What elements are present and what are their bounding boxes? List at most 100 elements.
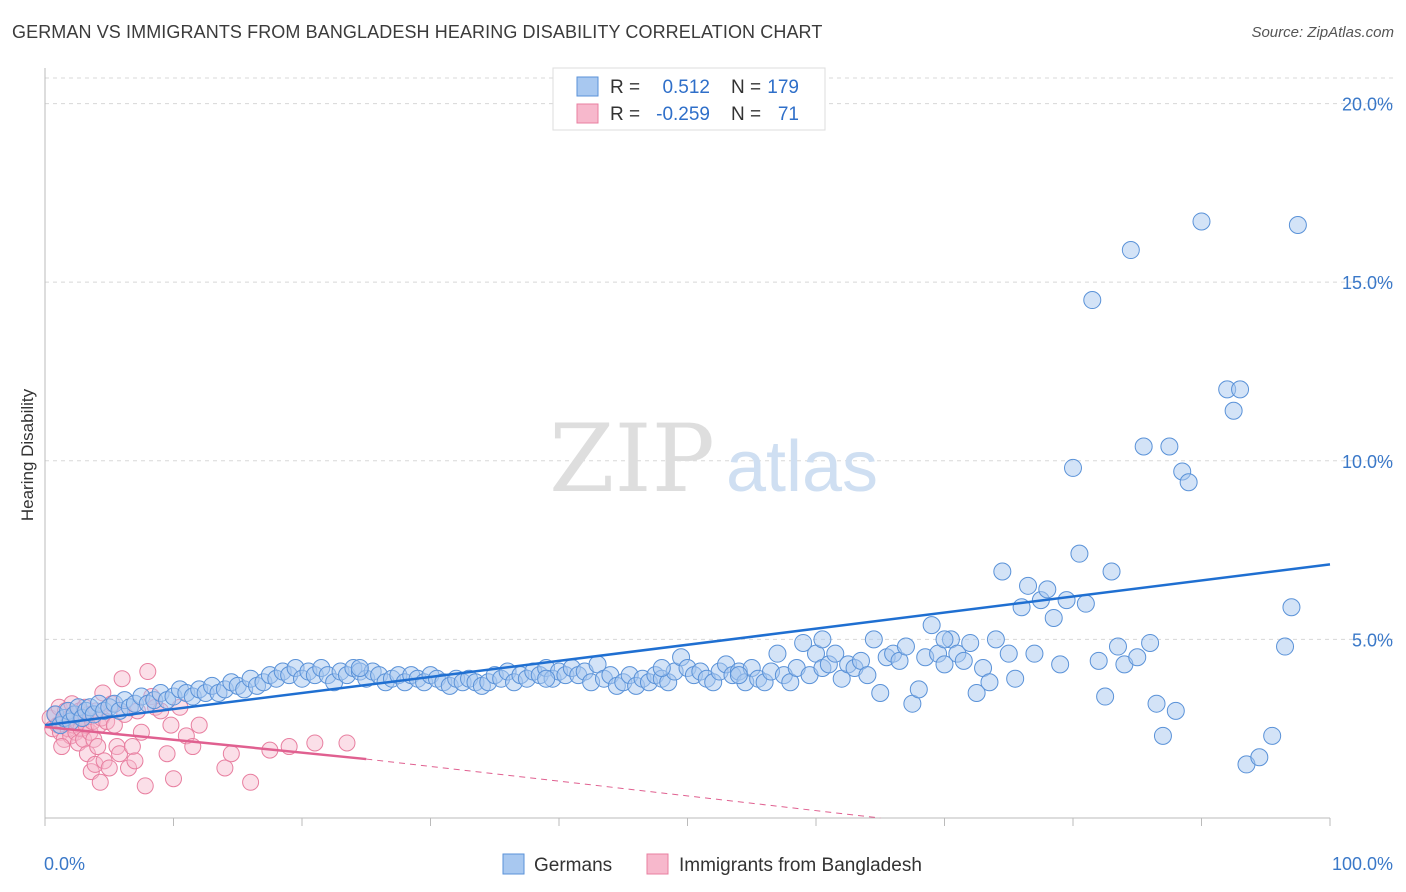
bangladesh-point-47 — [123, 738, 141, 756]
x-tick-label-1: 100.0% — [1332, 854, 1393, 874]
germans-point-133 — [864, 630, 883, 649]
legend-r-value-2: -0.259 — [656, 104, 710, 125]
bangladesh-trend-extension — [366, 758, 881, 819]
germans-point-171 — [1108, 637, 1127, 656]
germans-point-180 — [1166, 701, 1185, 720]
bangladesh-point-52 — [139, 663, 157, 681]
germans-point-163 — [1057, 591, 1076, 610]
bottom-legend-germans: Germans — [534, 855, 612, 876]
germans-point-192 — [1288, 216, 1307, 235]
germans-point-155 — [1006, 669, 1025, 688]
bangladesh-point-30 — [86, 755, 104, 773]
bottom-legend: Germans Immigrants from Bangladesh — [502, 853, 922, 876]
bangladesh-point-69 — [338, 734, 356, 752]
germans-point-154 — [999, 644, 1018, 663]
legend-swatch-germans — [576, 76, 599, 97]
germans-point-189 — [1263, 726, 1282, 745]
trend-lines — [44, 563, 1331, 819]
germans-point-193 — [813, 630, 832, 649]
bangladesh-point-57 — [162, 716, 180, 734]
germans-point-142 — [922, 616, 941, 635]
bangladesh-trend-line — [44, 725, 367, 761]
germans-point-153 — [993, 562, 1012, 581]
legend-r-label-2: R = — [610, 104, 640, 125]
germans-point-185 — [1224, 401, 1243, 420]
y-tick-label-1: 10.0% — [1342, 452, 1393, 472]
bangladesh-point-70 — [53, 738, 71, 756]
germans-point-127 — [826, 644, 845, 663]
bangladesh-point-43 — [111, 745, 129, 763]
germans-point-176 — [1141, 633, 1160, 652]
bangladesh-point-34 — [91, 773, 109, 791]
bangladesh-point-68 — [306, 734, 324, 752]
legend-r-value-1: 0.512 — [662, 77, 710, 98]
germans-point-179 — [1160, 437, 1179, 456]
y-tick-label-0: 5.0% — [1352, 630, 1393, 650]
bangladesh-point-56 — [158, 745, 176, 763]
germans-trend-line — [44, 563, 1331, 727]
legend-n-label-2: N = — [731, 104, 761, 125]
legend: R = 0.512 N = 179 R = -0.259 N = 71 — [552, 67, 826, 131]
bangladesh-point-51 — [136, 777, 154, 795]
legend-swatch-bangladesh — [576, 103, 599, 124]
germans-point-151 — [980, 673, 999, 692]
bangladesh-point-46 — [120, 759, 138, 777]
bangladesh-point-62 — [190, 716, 208, 734]
bangladesh-point-48 — [126, 752, 144, 770]
germans-point-197 — [537, 669, 556, 688]
germans-point-164 — [1064, 458, 1082, 477]
germans-point-149 — [967, 683, 986, 702]
bangladesh-point-63 — [216, 759, 234, 777]
bottom-legend-swatch-bangladesh — [646, 853, 669, 875]
germans-point-196 — [652, 658, 671, 677]
germans-point-158 — [1025, 644, 1044, 663]
bottom-legend-swatch-germans — [502, 853, 525, 875]
germans-point-138 — [896, 637, 915, 656]
watermark-atlas: atlas — [726, 427, 878, 507]
germans-point-169 — [1096, 687, 1115, 706]
germans-point-118 — [768, 644, 787, 663]
x-tick-label-0: 0.0% — [44, 854, 85, 874]
germans-point-161 — [1044, 608, 1063, 627]
bangladesh-point-32 — [89, 738, 107, 756]
germans-point-190 — [1276, 637, 1295, 656]
germans-point-183 — [1192, 212, 1211, 231]
legend-n-value-1: 179 — [767, 77, 799, 98]
legend-n-value-2: 71 — [778, 104, 799, 125]
germans-point-167 — [1083, 291, 1102, 310]
watermark-zip: ZIP — [549, 405, 715, 514]
germans-point-144 — [935, 655, 954, 674]
bangladesh-point-58 — [165, 770, 182, 788]
y-tick-label-2: 15.0% — [1342, 273, 1393, 293]
germans-point-178 — [1153, 726, 1172, 745]
germans-point-152 — [986, 630, 1005, 649]
germans-point-165 — [1070, 544, 1089, 563]
germans-point-132 — [858, 666, 877, 685]
legend-n-label-1: N = — [731, 77, 761, 98]
bottom-legend-bangladesh: Immigrants from Bangladesh — [679, 855, 922, 876]
germans-point-170 — [1102, 562, 1121, 581]
germans-point-160 — [1038, 580, 1057, 599]
germans-point-122 — [794, 633, 813, 652]
bangladesh-point-39 — [100, 759, 118, 777]
germans-point-162 — [1051, 655, 1070, 674]
germans-point-182 — [1179, 473, 1198, 492]
germans-point-198 — [350, 658, 369, 677]
chart-source: Source: ZipAtlas.com — [1251, 24, 1394, 41]
germans-point-157 — [1019, 576, 1038, 595]
germans-point-195 — [729, 666, 748, 685]
germans-point-140 — [909, 680, 928, 699]
bangladesh-point-65 — [242, 773, 260, 791]
gridlines — [45, 77, 1395, 640]
chart-title: GERMAN VS IMMIGRANTS FROM BANGLADESH HEA… — [12, 22, 823, 42]
germans-point-173 — [1121, 241, 1140, 260]
germans-point-147 — [954, 651, 973, 670]
germans-point-174 — [1128, 648, 1147, 667]
y-tick-label-3: 20.0% — [1342, 95, 1393, 115]
germans-point-177 — [1147, 694, 1166, 713]
germans-point-134 — [871, 683, 890, 702]
germans-point-175 — [1134, 437, 1153, 456]
germans-point-194 — [935, 630, 954, 649]
germans-point-191 — [1282, 598, 1301, 617]
